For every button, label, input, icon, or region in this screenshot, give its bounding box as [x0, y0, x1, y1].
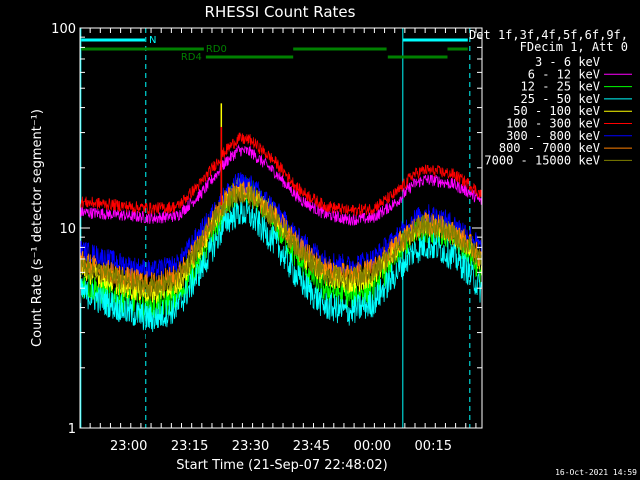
x-tick-label: 00:15: [415, 439, 452, 454]
x-axis-label: Start Time (21-Sep-07 22:48:02): [176, 458, 387, 473]
legend: Det 1f,3f,4f,5f,6f,9f, FDecim 1, Att 0 3…: [469, 28, 632, 167]
plot-area: N RD0 RD4: [79, 28, 483, 428]
series-line-6: [79, 132, 483, 217]
legend-label-6: 100 - 300 keV: [506, 117, 600, 131]
legend-label-7: 300 - 800 keV: [506, 129, 600, 143]
series-line-7: [79, 172, 483, 280]
x-tick-label: 23:45: [293, 439, 330, 454]
x-tick-label: 00:00: [354, 439, 391, 454]
legend-label-5: 50 - 100 keV: [513, 104, 600, 118]
x-tick-label: 23:00: [110, 439, 147, 454]
legend-label-4: 25 - 50 keV: [521, 92, 600, 106]
legend-label-9: 7000 - 15000 keV: [484, 153, 600, 167]
series-line-9: [79, 183, 483, 299]
legend-label-2: 6 - 12 keV: [528, 67, 600, 81]
series-line-4: [79, 199, 483, 333]
y-tick-label: 100: [51, 22, 76, 37]
y-tick-label: 1: [68, 422, 76, 437]
flag-label-n: N: [149, 35, 156, 46]
flag-label-rd0: RD0: [206, 44, 227, 55]
legend-header-line-2: FDecim 1, Att 0: [520, 40, 628, 54]
y-tick-label: 10: [59, 222, 76, 237]
legend-label-8: 800 - 7000 keV: [499, 141, 600, 155]
axes: 23:00 23:15 23:30 23:45 00:00 00:15 1 10 100: [51, 22, 482, 454]
chart-title: RHESSI Count Rates: [205, 3, 356, 21]
x-tick-label: 23:30: [232, 439, 269, 454]
y-axis-label: Count Rate (s⁻¹ detector segment⁻¹): [30, 109, 45, 347]
x-tick-label: 23:15: [171, 439, 208, 454]
legend-label-3: 12 - 25 keV: [521, 80, 600, 94]
legend-label-1: 3 - 6 keV: [535, 55, 600, 69]
flag-label-rd4: RD4: [181, 52, 202, 63]
footer-timestamp: 16-Oct-2021 14:59: [555, 468, 637, 477]
legend-header-line-1: Det 1f,3f,4f,5f,6f,9f,: [469, 28, 628, 42]
series-line-2: [79, 144, 483, 226]
